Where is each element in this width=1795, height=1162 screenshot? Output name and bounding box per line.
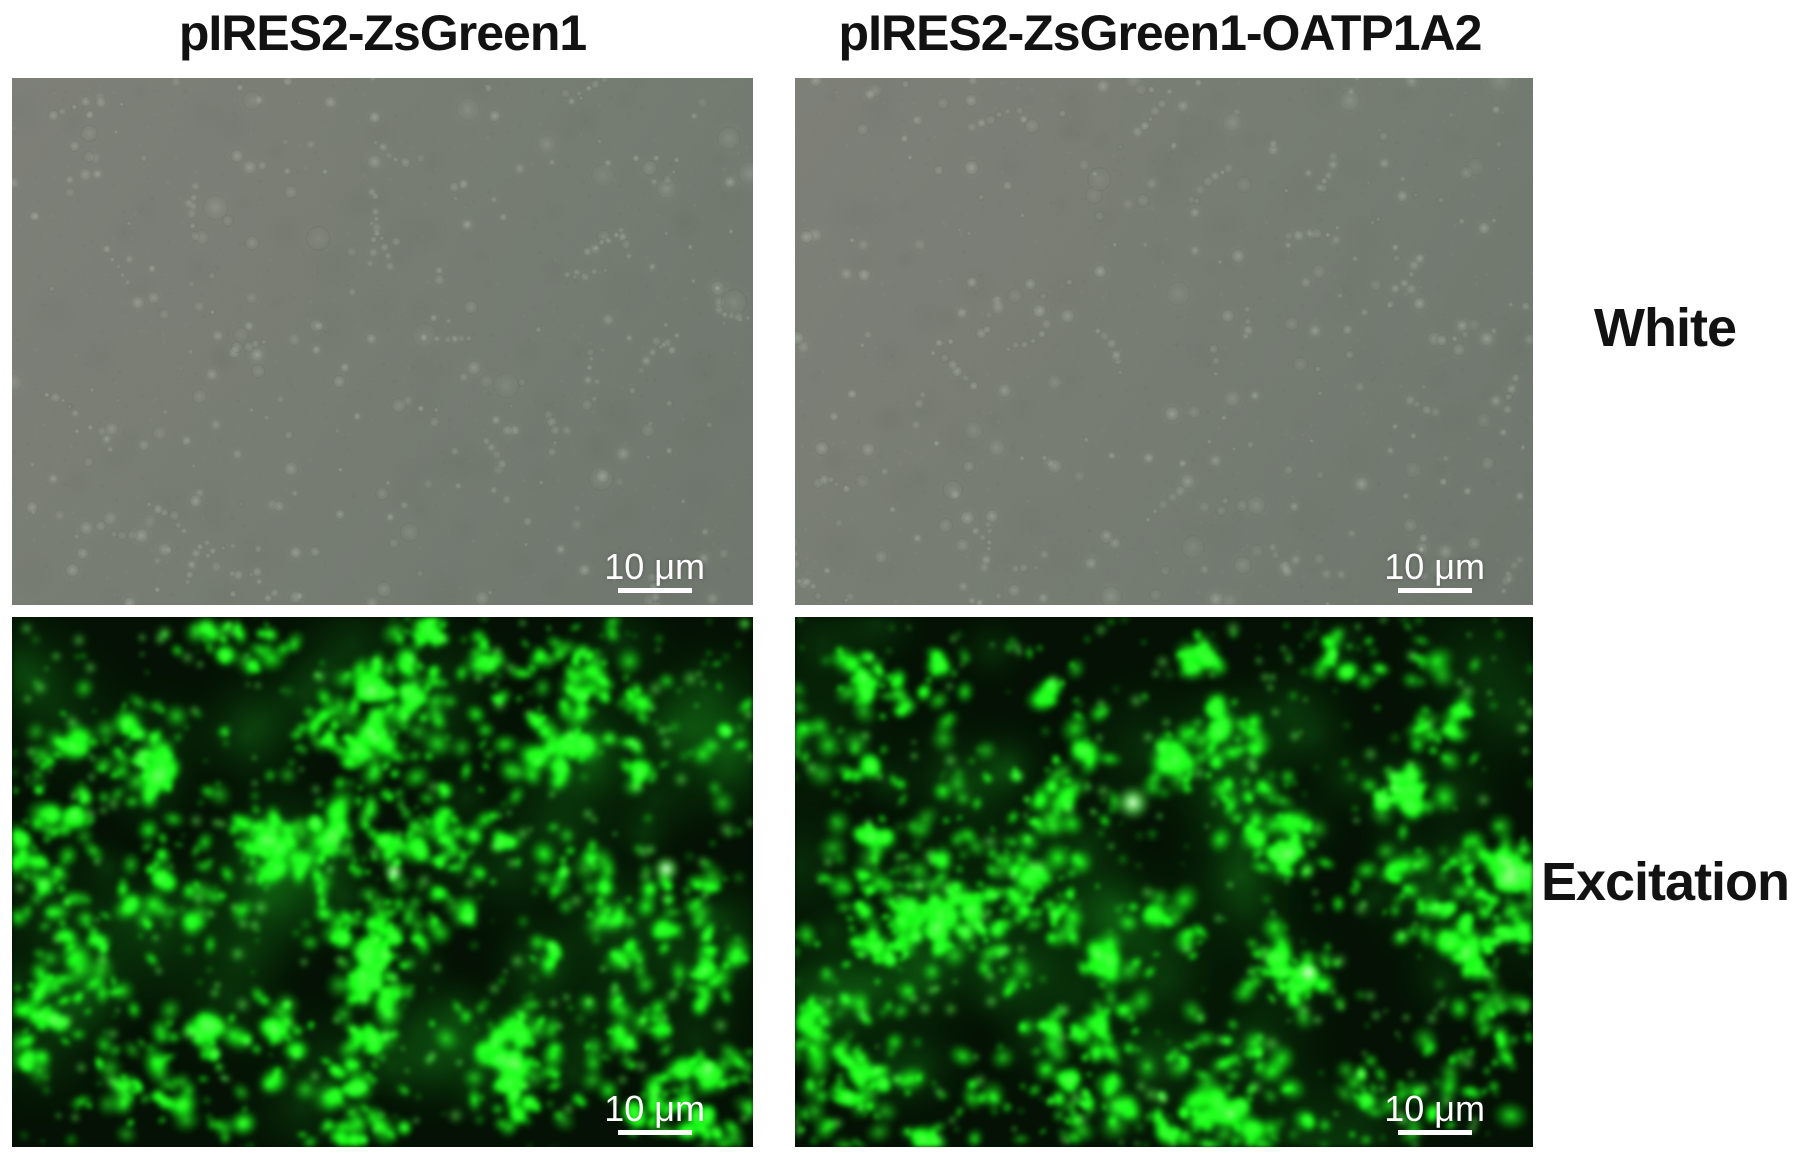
micrograph-fluorescence-left: 10 μm	[12, 617, 753, 1147]
scale-bar-line	[1397, 588, 1472, 593]
scale-bar-label: 10 μm	[604, 546, 705, 588]
micrograph-brightfield-right: 10 μm	[795, 78, 1533, 605]
scale-bar-label: 10 μm	[604, 1088, 705, 1130]
scale-bar-line	[617, 588, 692, 593]
row-label-white: White	[1594, 298, 1737, 358]
brightfield-micrograph-canvas	[12, 78, 753, 605]
column-title-pires2-zsgreen1-oatp1a2: pIRES2-ZsGreen1-OATP1A2	[838, 5, 1483, 61]
fluorescence-micrograph-canvas	[12, 617, 753, 1147]
scale-bar-label: 10 μm	[1384, 546, 1485, 588]
scale-bar-line	[1397, 1130, 1472, 1135]
scale-bar-line	[617, 1130, 692, 1135]
scale-bar-label: 10 μm	[1384, 1088, 1485, 1130]
column-title-pires2-zsgreen1: pIRES2-ZsGreen1	[178, 5, 587, 61]
scale-bar: 10 μm	[604, 548, 705, 593]
micrograph-brightfield-left: 10 μm	[12, 78, 753, 605]
brightfield-micrograph-canvas	[795, 78, 1533, 605]
scale-bar: 10 μm	[1384, 1090, 1485, 1135]
row-label-excitation: Excitation	[1540, 852, 1790, 912]
micrograph-fluorescence-right: 10 μm	[795, 617, 1533, 1147]
scale-bar: 10 μm	[604, 1090, 705, 1135]
scale-bar: 10 μm	[1384, 548, 1485, 593]
fluorescence-micrograph-canvas	[795, 617, 1533, 1147]
